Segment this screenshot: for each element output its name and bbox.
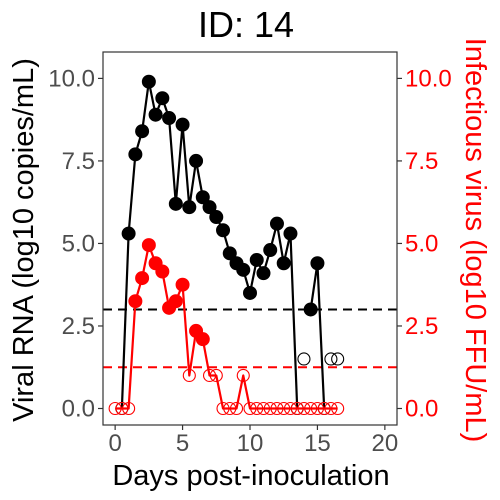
data-point-infectious <box>141 238 156 253</box>
y-tick-label-left: 5.0 <box>62 230 95 257</box>
x-tick-label: 5 <box>176 430 189 457</box>
series-infectious <box>108 238 345 416</box>
data-point-infectious <box>283 401 298 416</box>
data-point-infectious <box>297 401 311 416</box>
data-point-rna <box>236 262 251 277</box>
data-point-infectious <box>290 401 304 416</box>
data-point-rna <box>249 252 264 267</box>
reference-lines <box>103 308 397 369</box>
data-point-infectious <box>324 401 338 416</box>
data-point-infectious <box>135 271 150 286</box>
axes: 0 5 10 15 200.02.55.07.510.00.02.55.07.510.0 <box>48 65 451 457</box>
x-tick-label: 20 <box>372 430 399 457</box>
data-point-rna <box>331 352 345 366</box>
data-point-rna <box>256 266 271 281</box>
y-tick-label-right: 10.0 <box>405 65 452 92</box>
data-point-infectious <box>250 401 264 416</box>
data-point-infectious <box>155 264 170 279</box>
data-point-infectious <box>108 401 122 416</box>
data-point-rna <box>175 117 190 132</box>
data-point-infectious <box>304 401 318 416</box>
data-point-infectious <box>229 401 244 416</box>
data-point-infectious <box>277 401 291 416</box>
data-point-infectious <box>115 401 129 416</box>
data-point-infectious <box>317 401 331 416</box>
y-tick-label-left: 10.0 <box>48 65 95 92</box>
data-point-rna <box>243 285 257 300</box>
data-point-rna <box>148 107 163 122</box>
y-tick-label-right: 0.0 <box>405 395 438 422</box>
data-point-rna <box>297 352 311 366</box>
data-point-rna <box>128 147 143 162</box>
y-tick-label-right: 7.5 <box>405 148 438 175</box>
data-point-rna <box>324 352 338 366</box>
data-point-rna <box>189 153 204 168</box>
data-point-rna <box>222 246 237 261</box>
data-point-infectious <box>256 401 271 416</box>
data-point-rna <box>168 196 183 211</box>
data-point-rna <box>135 124 150 139</box>
data-point-infectious <box>168 294 183 309</box>
data-point-infectious <box>175 277 190 292</box>
data-point-infectious <box>182 368 196 383</box>
data-point-rna <box>209 210 224 225</box>
data-point-rna <box>276 256 291 271</box>
data-point-infectious <box>243 401 257 416</box>
data-point-infectious <box>331 401 345 416</box>
y-tick-label-left: 0.0 <box>62 395 95 422</box>
data-point-infectious <box>236 368 250 383</box>
y-axis-label-left: Viral RNA (log10 copies/mL) <box>8 58 40 422</box>
y-axis-label-right: Infectious virus (log10 FFU/mL) <box>459 38 491 443</box>
series-line-infectious <box>115 244 338 410</box>
data-point-rna <box>216 223 231 238</box>
data-point-rna <box>263 243 278 258</box>
data-point-infectious <box>209 368 223 383</box>
x-tick-label: 15 <box>304 430 331 457</box>
y-tick-label-left: 2.5 <box>62 313 95 340</box>
x-tick-label: 0 <box>108 430 121 457</box>
data-point-infectious <box>270 401 284 416</box>
data-point-infectious <box>195 332 210 347</box>
data-point-rna <box>283 226 298 241</box>
y-tick-label-right: 2.5 <box>405 313 438 340</box>
series-rna <box>115 74 345 416</box>
y-tick-label-left: 7.5 <box>62 148 95 175</box>
data-point-rna <box>202 200 217 215</box>
data-point-infectious <box>202 368 217 383</box>
data-point-rna <box>155 91 170 106</box>
data-point-infectious <box>128 294 143 309</box>
data-point-rna <box>182 200 197 215</box>
data-point-rna <box>303 302 318 317</box>
data-point-infectious <box>223 401 237 416</box>
data-point-rna <box>121 226 136 241</box>
data-point-infectious <box>122 401 136 416</box>
data-point-rna <box>141 74 156 89</box>
chart-title: ID: 14 <box>198 4 294 45</box>
series-layer <box>108 74 345 416</box>
x-axis-label: Days post-inoculation <box>112 460 389 492</box>
data-point-rna <box>162 111 177 126</box>
data-point-rna <box>195 190 210 205</box>
data-point-infectious <box>263 401 277 416</box>
data-point-rna <box>310 256 325 271</box>
data-point-infectious <box>310 401 324 416</box>
data-point-infectious <box>216 401 230 416</box>
x-tick-label: 10 <box>237 430 264 457</box>
data-point-rna <box>269 216 284 231</box>
series-line-rna <box>309 262 326 409</box>
y-tick-label-right: 5.0 <box>405 230 438 257</box>
